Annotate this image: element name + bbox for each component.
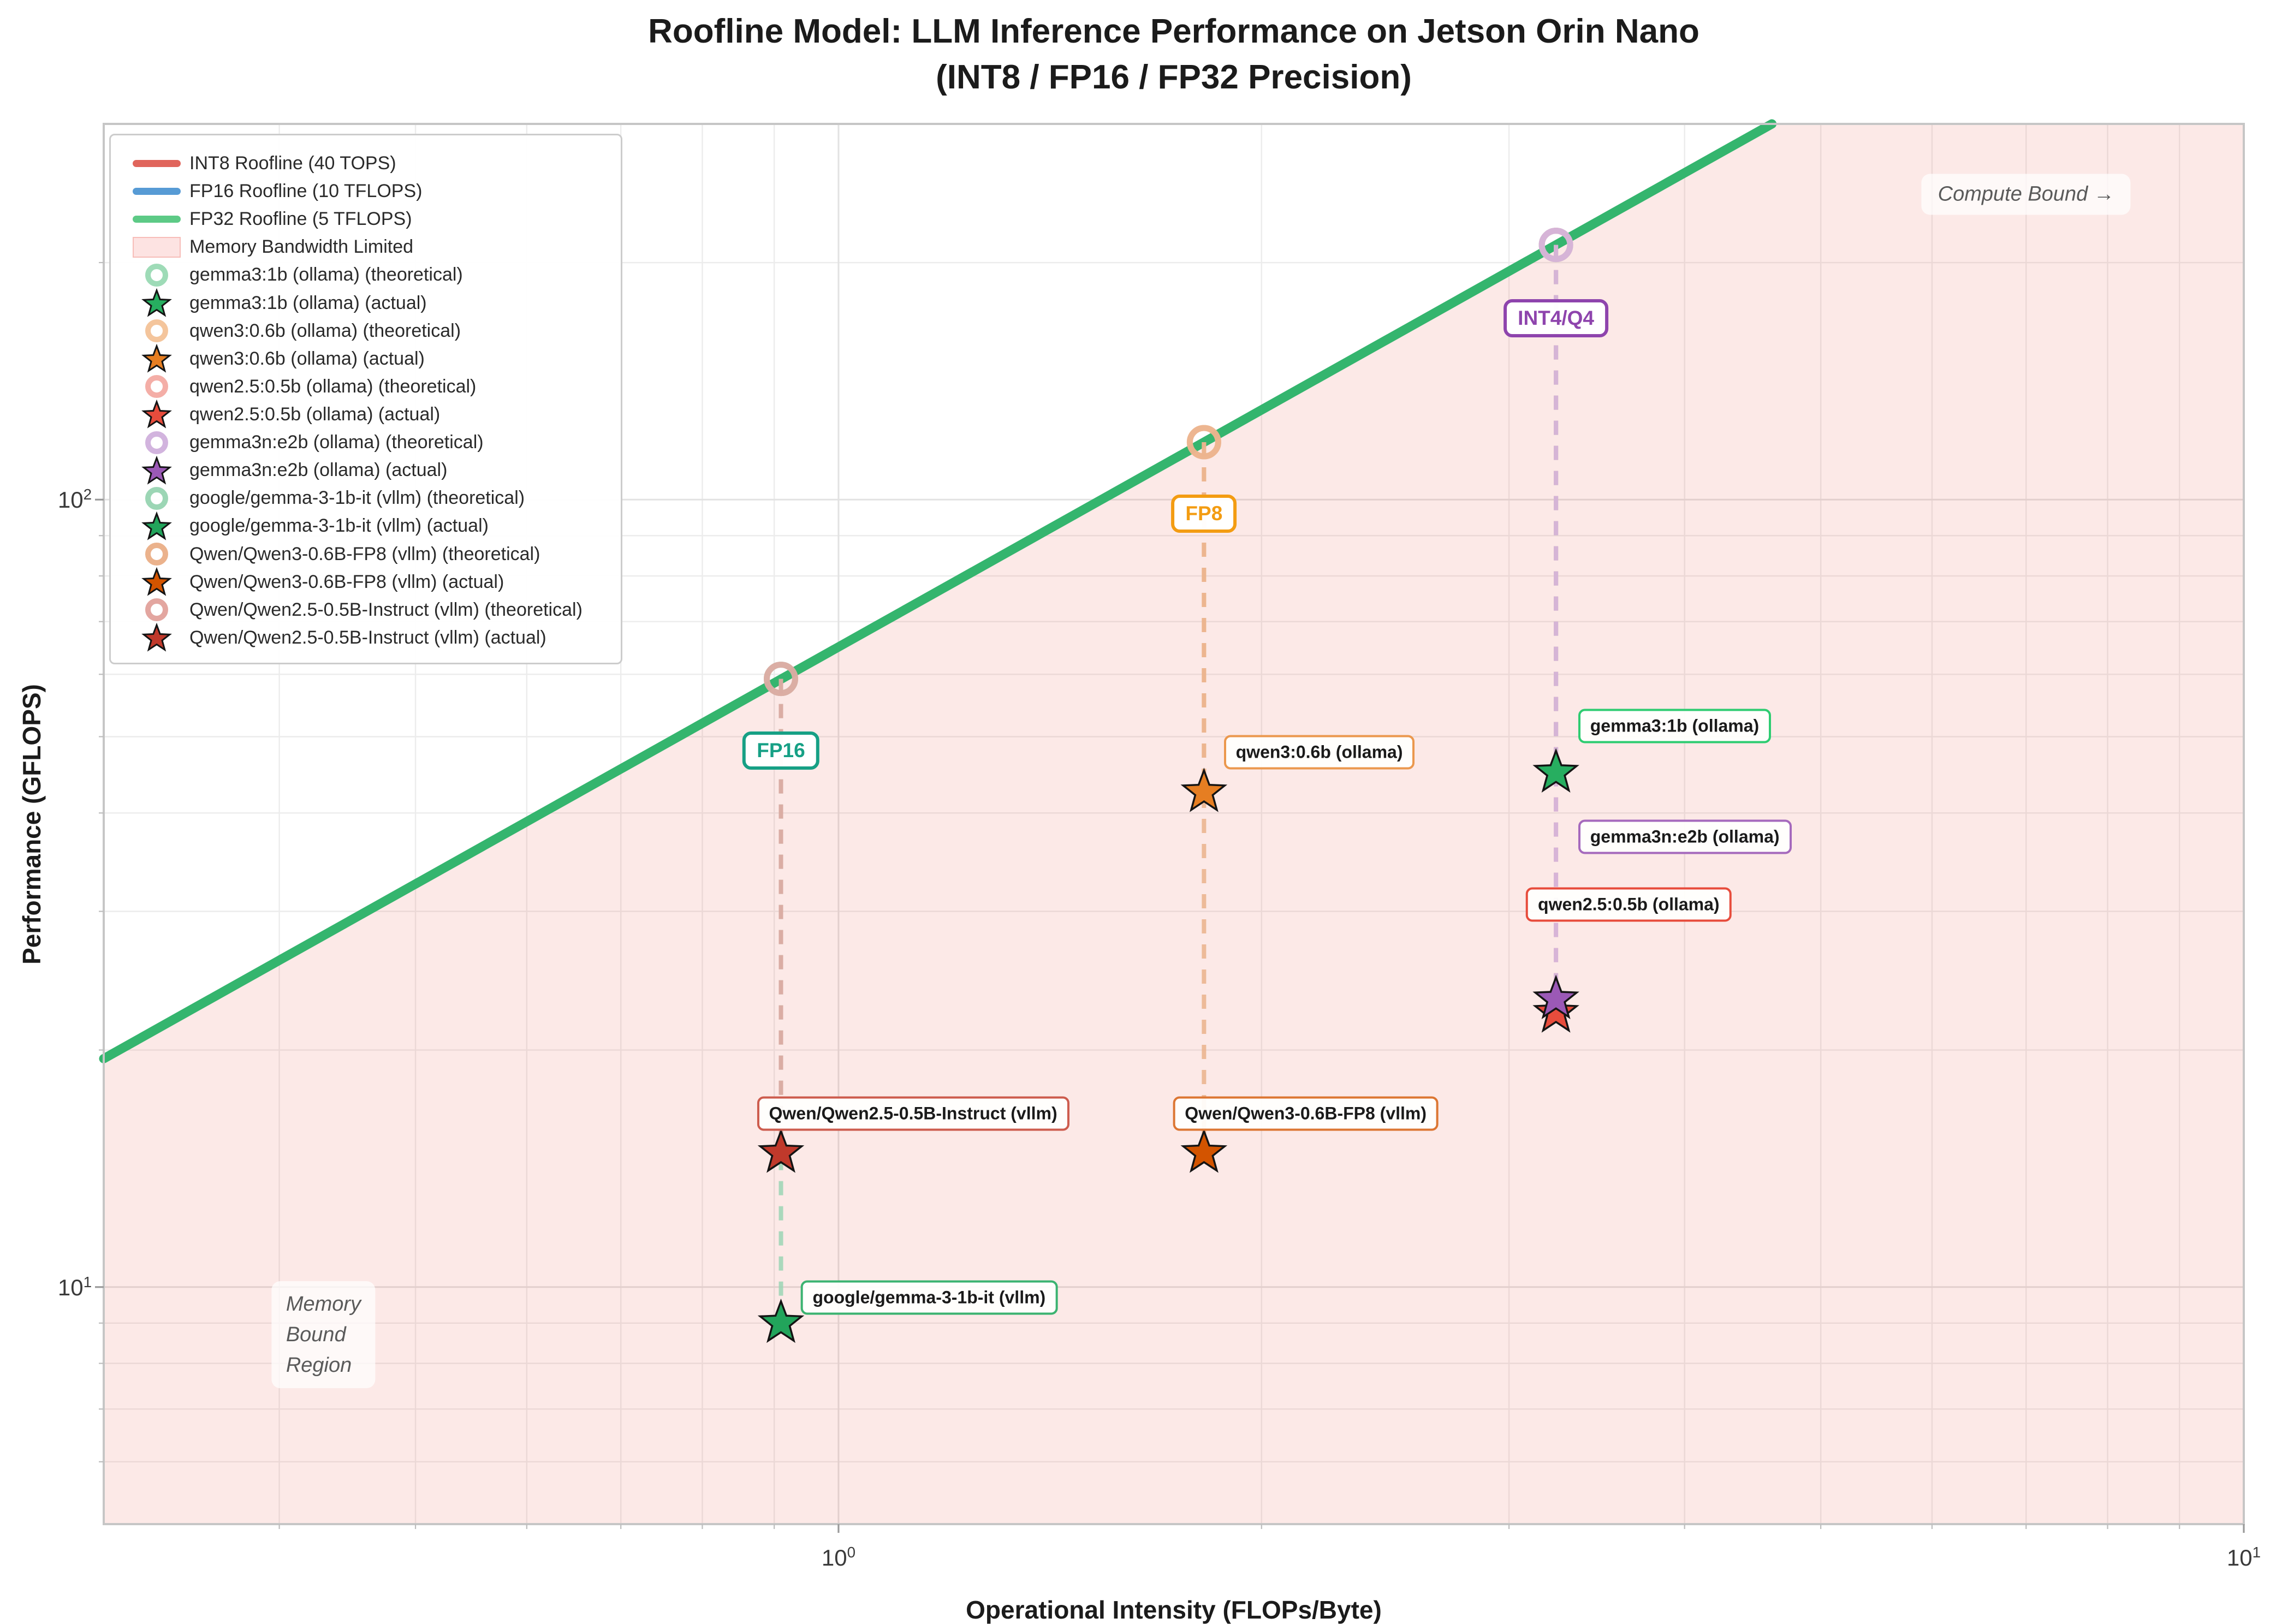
memory-bound-note-line: Region [286, 1354, 352, 1377]
precision-label-fp8: FP8 [1171, 494, 1237, 533]
axis-ticks [95, 261, 2245, 1533]
star-swatch-icon [124, 511, 189, 542]
star-swatch-icon [124, 288, 189, 318]
x-axis-label: Operational Intensity (FLOPs/Byte) [966, 1596, 1382, 1624]
theoretical-marker-gemma3n-e2b-ollama [1538, 228, 1573, 263]
x-tick-label-10e1: 101 [2226, 1544, 2261, 1571]
actual-marker-star-qwen3-0-6b-ollama [1180, 768, 1228, 812]
star-swatch-icon [124, 622, 189, 653]
legend-item-gemma3-1b-ollama-actual: gemma3:1b (ollama) (actual) [124, 288, 610, 318]
memory-bound-note: Memory Bound Region [271, 1281, 376, 1388]
star-swatch-icon [124, 343, 189, 374]
chart-title-line2: (INT8 / FP16 / FP32 Precision) [936, 58, 1412, 96]
actual-marker-star-google-gemma-3-1b-it-vllm [757, 1298, 805, 1343]
circle-swatch-icon [124, 375, 189, 398]
actual-marker-star-qwen-qwen3-0-6b-fp8-vllm [1180, 1128, 1228, 1173]
legend-item-label: Qwen/Qwen3-0.6B-FP8 (vllm) (theoretical) [189, 543, 540, 564]
line-swatch-icon [124, 216, 189, 223]
legend-item-google-gemma-3-1b-it-vllm-theoretical: google/gemma-3-1b-it (vllm) (theoretical… [124, 484, 610, 512]
legend-item-label: Qwen/Qwen3-0.6B-FP8 (vllm) (actual) [189, 571, 504, 592]
legend-item-google-gemma-3-1b-it-vllm-actual: google/gemma-3-1b-it (vllm) (actual) [124, 511, 610, 542]
legend-item-qwen-qwen3-0-6b-fp8-vllm-theoretical: Qwen/Qwen3-0.6B-FP8 (vllm) (theoretical) [124, 540, 610, 568]
circle-swatch-icon [124, 431, 189, 454]
legend-item-qwen-qwen2-5-0-5b-instruct-vllm-actual: Qwen/Qwen2.5-0.5B-Instruct (vllm) (actua… [124, 622, 610, 653]
legend-item-label: qwen2.5:0.5b (ollama) (actual) [189, 403, 441, 425]
circle-swatch-icon [124, 486, 189, 510]
model-label-google-gemma-3-1b-it-vllm: google/gemma-3-1b-it (vllm) [800, 1280, 1058, 1315]
actual-markers [757, 748, 1579, 1343]
legend-item-label: gemma3n:e2b (ollama) (actual) [189, 460, 448, 481]
legend-item-label: Qwen/Qwen2.5-0.5B-Instruct (vllm) (actua… [189, 627, 546, 648]
memory-bound-note-line: Bound [286, 1323, 346, 1346]
roofline-fp32 [99, 119, 1777, 1063]
x-tick-label-10e0: 100 [821, 1544, 855, 1571]
legend-item-memory-bandwidth-limited: Memory Bandwidth Limited [124, 233, 610, 261]
legend-item-label: Qwen/Qwen2.5-0.5B-Instruct (vllm) (theor… [189, 599, 583, 620]
legend-item-gemma3n-e2b-ollama-theoretical: gemma3n:e2b (ollama) (theoretical) [124, 429, 610, 456]
legend-item-label: qwen3:0.6b (ollama) (theoretical) [189, 320, 461, 341]
legend-item-qwen3-0-6b-ollama-actual: qwen3:0.6b (ollama) (actual) [124, 343, 610, 374]
legend-item-label: FP16 Roofline (10 TFLOPS) [189, 181, 423, 202]
compute-bound-note: Compute Bound → [1921, 174, 2131, 215]
legend-item-label: FP32 Roofline (5 TFLOPS) [189, 209, 412, 230]
circle-swatch-icon [124, 543, 189, 566]
legend-item-label: google/gemma-3-1b-it (vllm) (theoretical… [189, 487, 525, 509]
memory-bound-region [104, 124, 2244, 1524]
model-label-qwen-qwen2-5-0-5b-instruct-vllm: Qwen/Qwen2.5-0.5B-Instruct (vllm) [757, 1096, 1069, 1131]
circle-swatch-icon [124, 598, 189, 622]
legend-item-int8-roofline-40-tops: INT8 Roofline (40 TOPS) [124, 150, 610, 177]
legend-item-qwen2-5-0-5b-ollama-theoretical: qwen2.5:0.5b (ollama) (theoretical) [124, 373, 610, 401]
model-label-qwen2-5-0-5b-ollama: qwen2.5:0.5b (ollama) [1526, 887, 1732, 922]
legend-item-qwen3-0-6b-ollama-theoretical: qwen3:0.6b (ollama) (theoretical) [124, 317, 610, 345]
line-swatch-icon [124, 188, 189, 195]
y-axis-label: Performance (GFLOPS) [17, 684, 46, 965]
star-swatch-icon [124, 455, 189, 486]
model-label-gemma3n-e2b-ollama: gemma3n:e2b (ollama) [1578, 819, 1792, 854]
star-swatch-icon [124, 567, 189, 597]
legend-item-label: qwen2.5:0.5b (ollama) (theoretical) [189, 376, 477, 397]
precision-label-int4-q4: INT4/Q4 [1504, 299, 1609, 337]
y-tick-label-10e2: 102 [57, 486, 92, 513]
legend-item-qwen2-5-0-5b-ollama-actual: qwen2.5:0.5b (ollama) (actual) [124, 399, 610, 430]
actual-marker-star-gemma3-1b-ollama [1532, 748, 1579, 793]
model-label-gemma3-1b-ollama: gemma3:1b (ollama) [1578, 709, 1772, 743]
legend-item-gemma3n-e2b-ollama-actual: gemma3n:e2b (ollama) (actual) [124, 455, 610, 486]
patch-swatch-icon [124, 236, 189, 258]
circle-swatch-icon [124, 319, 189, 343]
legend-item-fp16-roofline-10-tflops: FP16 Roofline (10 TFLOPS) [124, 177, 610, 205]
legend-item-label: qwen3:0.6b (ollama) (actual) [189, 348, 425, 369]
actual-marker-star-qwen2-5-0-5b-ollama [1532, 988, 1579, 1033]
legend-item-fp32-roofline-5-tflops: FP32 Roofline (5 TFLOPS) [124, 205, 610, 233]
legend: INT8 Roofline (40 TOPS) FP16 Roofline (10… [109, 134, 622, 664]
legend-item-label: google/gemma-3-1b-it (vllm) (actual) [189, 515, 489, 537]
chart-title-line1: Roofline Model: LLM Inference Performanc… [648, 13, 1699, 50]
model-label-qwen3-0-6b-ollama: qwen3:0.6b (ollama) [1223, 735, 1415, 770]
actual-marker-star-gemma3n-e2b-ollama [1532, 974, 1579, 1019]
legend-item-label: gemma3:1b (ollama) (actual) [189, 292, 427, 313]
star-swatch-icon [124, 399, 189, 430]
legend-item-label: Memory Bandwidth Limited [189, 236, 414, 258]
legend-item-label: gemma3:1b (ollama) (theoretical) [189, 264, 463, 285]
precision-label-fp16: FP16 [742, 731, 819, 770]
legend-item-gemma3-1b-ollama-theoretical: gemma3:1b (ollama) (theoretical) [124, 261, 610, 289]
theoretical-markers [763, 228, 1573, 697]
circle-swatch-icon [124, 263, 189, 287]
line-swatch-icon [124, 160, 189, 167]
model-label-qwen-qwen3-0-6b-fp8-vllm: Qwen/Qwen3-0.6B-FP8 (vllm) [1173, 1096, 1439, 1131]
legend-item-qwen-qwen2-5-0-5b-instruct-vllm-theoretical: Qwen/Qwen2.5-0.5B-Instruct (vllm) (theor… [124, 596, 610, 624]
plot-border [103, 123, 2245, 1525]
legend-item-qwen-qwen3-0-6b-fp8-vllm-actual: Qwen/Qwen3-0.6B-FP8 (vllm) (actual) [124, 567, 610, 597]
legend-item-label: INT8 Roofline (40 TOPS) [189, 153, 396, 174]
actual-marker-star-qwen-qwen2-5-0-5b-instruct-vllm [757, 1128, 805, 1173]
theoretical-marker-qwen-qwen3-0-6b-fp8-vllm [1186, 425, 1221, 460]
y-tick-label-10e1: 101 [57, 1273, 92, 1300]
theoretical-marker-qwen-qwen2-5-0-5b-instruct-vllm [763, 662, 798, 697]
legend-item-label: gemma3n:e2b (ollama) (theoretical) [189, 432, 484, 453]
memory-bound-note-line: Memory [286, 1293, 361, 1316]
